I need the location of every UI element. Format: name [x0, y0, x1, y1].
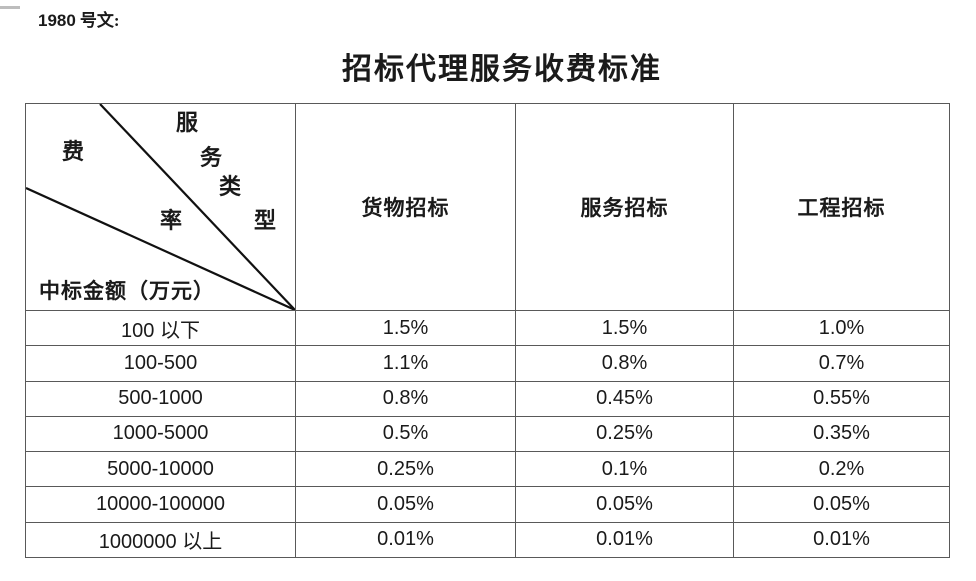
row-label: 1000-5000: [26, 416, 296, 453]
row-label: 100 以下: [26, 311, 296, 347]
corner-char-service-2: 务: [200, 145, 223, 170]
fee-cell: 0.01%: [734, 522, 950, 558]
fee-cell: 0.7%: [734, 346, 950, 382]
fee-cell: 0.05%: [516, 487, 734, 523]
fee-cell: 0.05%: [296, 487, 516, 523]
fee-cell: 0.45%: [516, 381, 734, 417]
fee-cell: 1.5%: [516, 311, 734, 347]
fee-cell: 1.5%: [296, 311, 516, 347]
fee-cell: 0.25%: [516, 416, 734, 453]
corner-char-rate-2: 率: [160, 208, 183, 233]
row-label: 5000-10000: [26, 452, 296, 488]
fee-cell: 0.05%: [734, 487, 950, 523]
corner-char-service-1: 服: [176, 110, 199, 135]
row-label: 100-500: [26, 346, 296, 382]
fee-cell: 0.35%: [734, 416, 950, 453]
corner-char-service-4: 型: [254, 208, 277, 233]
row-label: 1000000 以上: [26, 522, 296, 558]
diagonal-header-cell: 服 务 类 型 费 率 中标金额（万元）: [26, 104, 296, 311]
fee-standard-table: 服 务 类 型 费 率 中标金额（万元） 货物招标 服务招标 工程招标 100 …: [25, 103, 950, 558]
page-edge-artifact: [0, 6, 20, 9]
corner-char-rate-1: 费: [62, 139, 85, 164]
doc-number: 1980: [38, 11, 76, 30]
fee-cell: 0.01%: [516, 522, 734, 558]
fee-cell: 1.0%: [734, 311, 950, 347]
column-header-engineering: 工程招标: [734, 104, 950, 311]
doc-number-label: 1980 号文:: [38, 6, 120, 31]
fee-cell: 0.25%: [296, 452, 516, 488]
doc-number-suffix: 号文:: [79, 11, 120, 30]
fee-cell: 0.5%: [296, 416, 516, 453]
column-header-service: 服务招标: [516, 104, 734, 311]
row-label: 500-1000: [26, 381, 296, 417]
column-header-goods: 货物招标: [296, 104, 516, 311]
fee-cell: 0.55%: [734, 381, 950, 417]
fee-cell: 0.01%: [296, 522, 516, 558]
row-label: 10000-100000: [26, 487, 296, 523]
diagonal-split-lines: [26, 104, 295, 310]
fee-cell: 0.2%: [734, 452, 950, 488]
corner-char-service-3: 类: [219, 174, 242, 199]
fee-cell: 0.8%: [516, 346, 734, 382]
page-title: 招标代理服务收费标准: [342, 53, 662, 86]
fee-cell: 1.1%: [296, 346, 516, 382]
fee-cell: 0.8%: [296, 381, 516, 417]
fee-cell: 0.1%: [516, 452, 734, 488]
corner-amount-label: 中标金额（万元）: [39, 279, 215, 303]
